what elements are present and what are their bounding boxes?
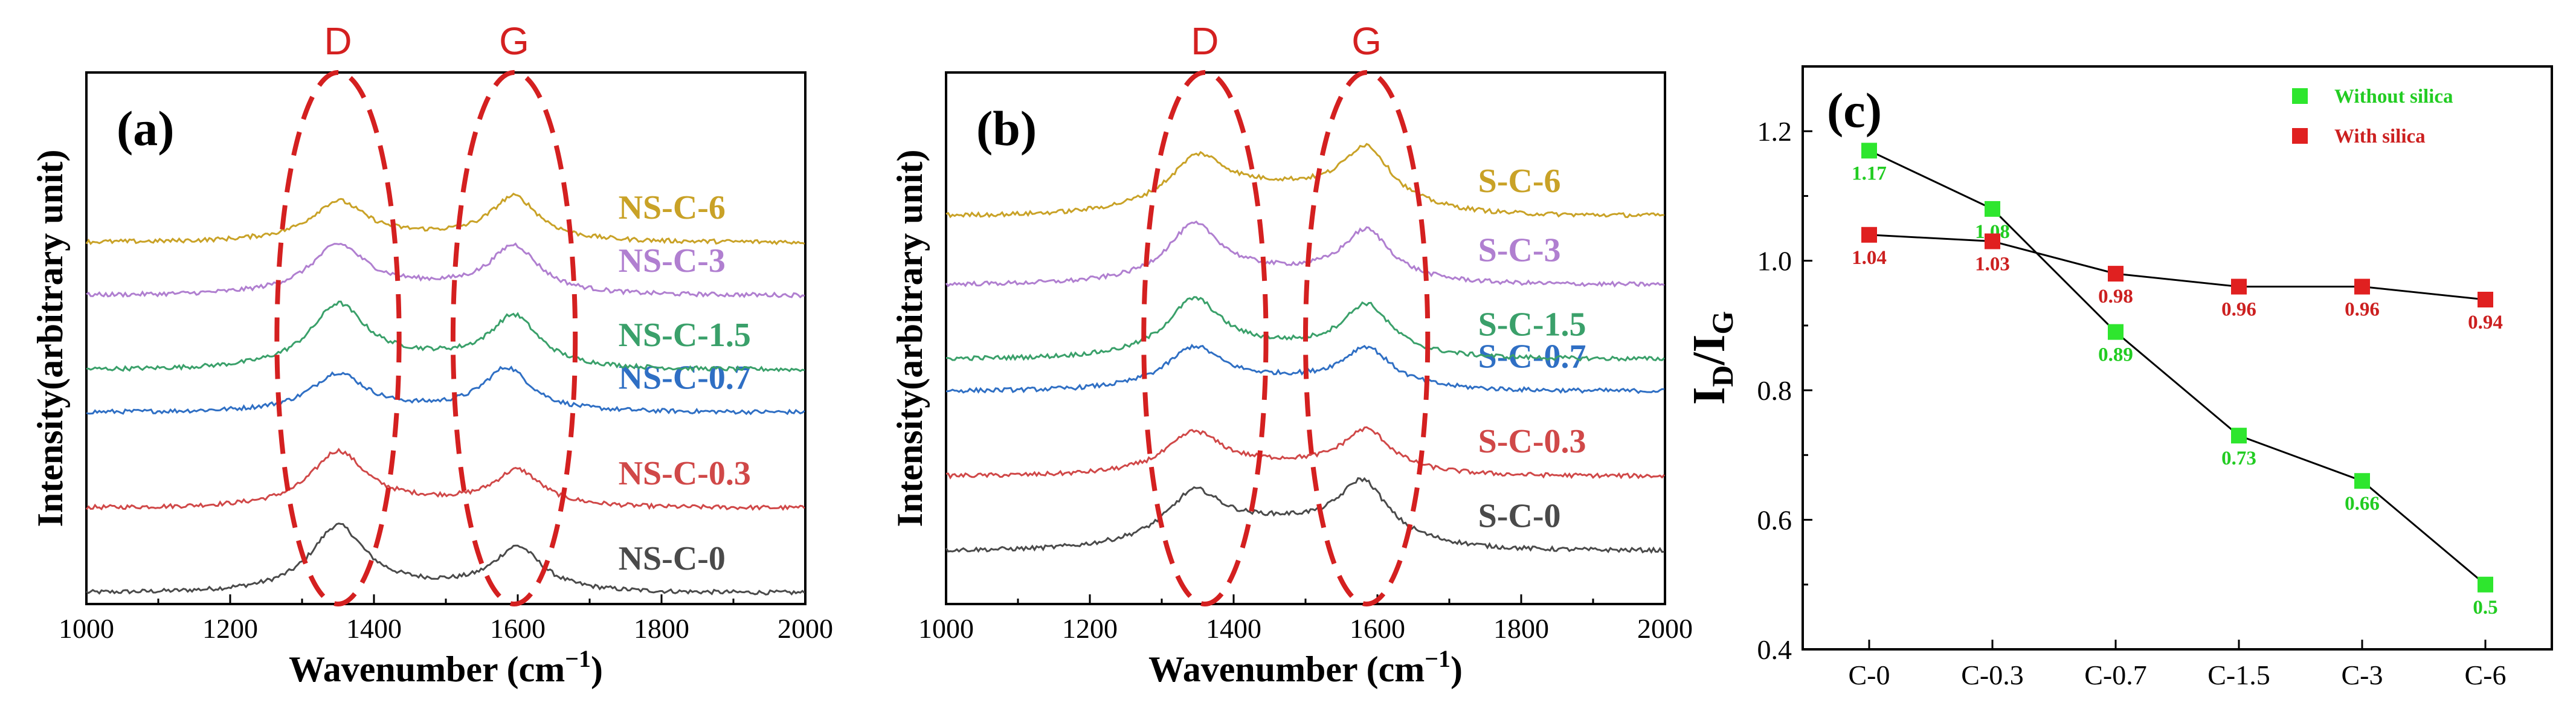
spectrum-line [945,143,1664,219]
data-label: 0.98 [2098,286,2133,307]
plot-frame [1802,65,2553,651]
spectrum-line [945,477,1664,554]
series-label: S-C-1.5 [1478,306,1586,344]
data-label: 0.96 [2221,299,2256,321]
data-point [2354,278,2370,295]
panel-label: (c) [1827,83,1882,138]
series-label: NS-C-0.7 [619,359,751,397]
y-axis-label: Intensity(arbitrary unit) [30,150,70,527]
legend-marker [2292,128,2308,144]
spectrum-line [945,426,1665,480]
x-tick-label: C-0.3 [1961,660,2024,690]
x-tick-label: 1000 [59,613,114,644]
x-tick-label: 1800 [1493,613,1549,644]
legend-label: With silica [2334,126,2426,147]
x-axis-label: Wavenumber (cm−1) [289,645,603,689]
data-label: 0.73 [2221,448,2256,469]
x-tick-label: C-1.5 [2207,660,2270,690]
spectrum-line [85,192,805,246]
y-axis-label: Intensity(arbitrary unit) [890,150,930,527]
panel-label: (a) [117,101,175,156]
spectrum-line [86,522,805,596]
panel-label: (b) [976,101,1037,156]
legend-label: Without silica [2334,86,2453,108]
x-tick-label: 1400 [1206,613,1261,644]
series-line [1869,234,2486,301]
spectrum-line [86,242,805,299]
x-tick-label: 1600 [1350,613,1405,644]
data-point [2354,473,2370,489]
x-tick-label: 1800 [634,613,689,644]
peak-highlight-ellipse [450,70,578,606]
series-label: NS-C-1.5 [619,317,751,354]
data-point [1861,143,1877,159]
spectrum-line [86,365,805,416]
data-point [1985,201,2000,217]
data-point [2108,324,2124,340]
data-label: 1.03 [1975,254,2010,275]
x-tick-label: 1600 [490,613,546,644]
panel-b-raman-spectra: 1000 1200 1400 1600 1800 2000 Wavenumber (cm−1… [890,19,1693,689]
series-line [1869,150,2486,585]
spectrum-line [945,220,1665,288]
x-tick-label: 1200 [202,613,258,644]
data-label: 1.17 [1852,162,1887,184]
series-label: S-C-3 [1478,231,1561,269]
data-point [2478,576,2493,593]
x-tick-label: C-3 [2342,660,2383,690]
y-tick-label: 0.4 [1757,634,1792,665]
data-label: 0.66 [2345,493,2380,515]
y-tick-label: 0.6 [1757,505,1792,536]
data-point [2231,428,2247,444]
spectrum-line [85,448,805,511]
panel-c-id-ig-ratio-chart: 0.4 0.6 0.8 1.0 1.2 C-0 C-0.3 C-0.7 C-1.5 C-3 C-6 I… [1684,65,2553,690]
peak-label: G [1351,19,1382,63]
x-tick-label: 2000 [1637,613,1693,644]
series-label: NS-C-3 [619,242,726,280]
y-tick-label: 1.2 [1757,116,1792,147]
panel-a-raman-spectra: 1000 1200 1400 1600 1800 2000 Wavenumber (cm−1… [30,19,833,689]
spectrum-line [86,300,805,373]
legend-marker [2292,88,2308,104]
data-label: 0.5 [2473,597,2497,619]
peak-label: D [324,19,352,63]
x-tick-label: C-0.7 [2084,660,2147,690]
series-label: S-C-0.3 [1478,423,1586,460]
peak-label: D [1191,19,1219,63]
data-label: 0.89 [2098,344,2133,366]
series-label: S-C-6 [1478,162,1561,200]
peak-label: G [499,19,529,63]
x-tick-label: 1000 [918,613,974,644]
series-label: S-C-0 [1478,497,1561,535]
series-label: NS-C-0 [619,540,726,577]
data-point [2231,278,2247,295]
peak-highlight-ellipse [1141,70,1269,606]
x-tick-label: C-6 [2465,660,2507,690]
data-label: 1.04 [1852,247,1887,269]
x-tick-label: 1400 [346,613,402,644]
x-axis-label: Wavenumber (cm−1) [1148,645,1463,689]
x-tick-label: C-0 [1849,660,1890,690]
data-label: 0.94 [2468,312,2503,333]
y-tick-label: 1.0 [1757,246,1792,277]
data-point [2478,292,2493,307]
data-point [1985,233,2000,249]
peak-highlight-ellipse [1303,70,1431,606]
y-tick-label: 0.8 [1757,375,1792,406]
peak-highlight-ellipse [274,70,402,606]
x-tick-label: 1200 [1062,613,1118,644]
data-point [1861,227,1877,243]
series-label: NS-C-0.3 [619,455,751,492]
x-tick-label: 2000 [778,613,833,644]
series-label: NS-C-6 [619,189,726,227]
data-label: 0.96 [2345,299,2380,321]
y-axis-label: ID/IG [1684,311,1739,405]
data-point [2108,266,2124,282]
